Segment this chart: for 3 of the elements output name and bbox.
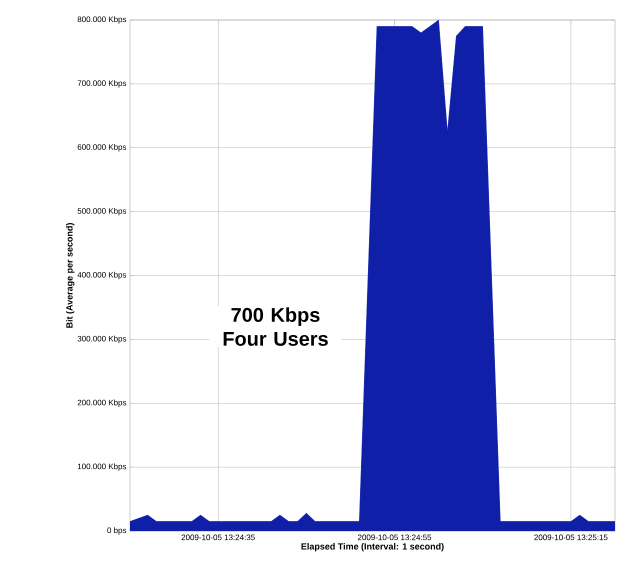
annotation: 700 Kbps Four Users bbox=[224, 307, 328, 346]
x-axis-title: Elapsed Time (Interval: 1 second) bbox=[302, 543, 444, 552]
y-axis-title: Bit (Average per second) bbox=[66, 223, 74, 328]
